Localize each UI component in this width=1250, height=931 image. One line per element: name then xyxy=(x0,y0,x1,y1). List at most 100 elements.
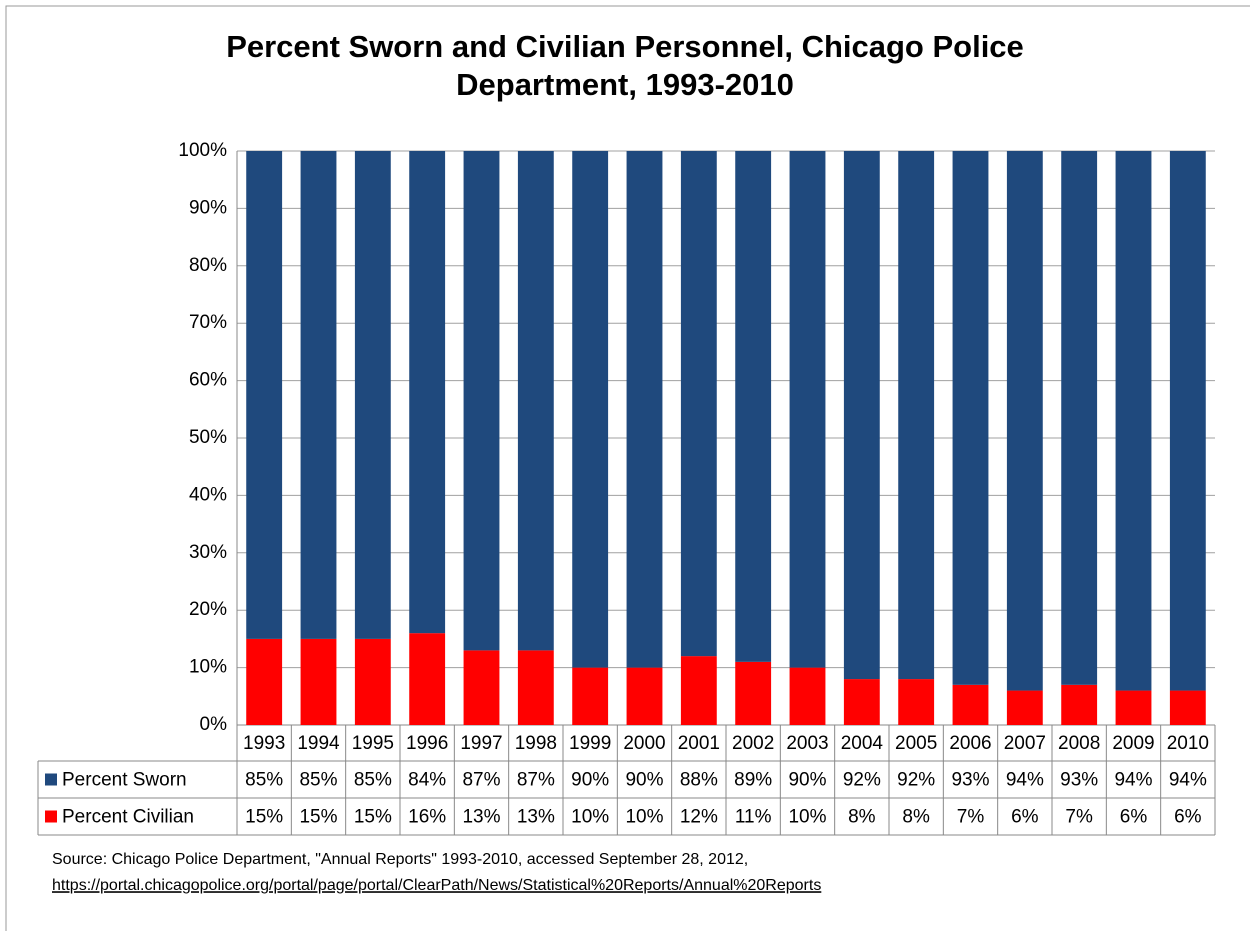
data-label: 7% xyxy=(957,807,985,828)
data-label: 6% xyxy=(1174,807,1202,828)
frame xyxy=(5,5,1250,931)
data-label: 90% xyxy=(788,770,826,791)
bar xyxy=(246,638,283,725)
x-tick-label: 2005 xyxy=(895,733,937,754)
bar xyxy=(246,151,283,639)
legend-swatch xyxy=(45,773,57,786)
bar xyxy=(1061,684,1098,725)
bar xyxy=(952,684,989,725)
bar xyxy=(789,667,826,725)
bar xyxy=(843,679,880,725)
chart-title: Percent Sworn and Civilian Personnel, Ch… xyxy=(226,29,1024,102)
x-tick-label: 2006 xyxy=(949,733,991,754)
data-label: 13% xyxy=(462,807,500,828)
bar xyxy=(626,667,663,725)
bar xyxy=(1169,690,1206,725)
source-url: https://portal.chicagopolice.org/portal/… xyxy=(52,877,821,894)
x-tick-label: 2004 xyxy=(841,733,884,754)
data-label: 85% xyxy=(245,770,283,791)
x-tick-label: 1998 xyxy=(515,733,557,754)
bar xyxy=(735,661,772,725)
y-tick-label: 50% xyxy=(189,427,227,448)
data-label: 94% xyxy=(1169,770,1207,791)
bar xyxy=(300,151,337,639)
data-label: 16% xyxy=(408,807,446,828)
bar xyxy=(735,151,772,662)
data-label: 6% xyxy=(1011,807,1039,828)
data-label: 93% xyxy=(1060,770,1098,791)
y-tick-label: 90% xyxy=(189,197,227,218)
bar xyxy=(1006,690,1043,725)
data-label: 90% xyxy=(571,770,609,791)
data-label: 10% xyxy=(625,807,663,828)
x-tick-label: 2009 xyxy=(1112,733,1154,754)
bar xyxy=(1115,690,1152,725)
y-tick-label: 30% xyxy=(189,542,227,563)
x-tick-label: 2002 xyxy=(732,733,774,754)
bar xyxy=(680,656,717,725)
data-label: 85% xyxy=(299,770,337,791)
bar xyxy=(409,633,446,725)
bar xyxy=(680,151,717,657)
x-tick-label: 2003 xyxy=(786,733,828,754)
data-label: 94% xyxy=(1006,770,1044,791)
bar xyxy=(952,151,989,685)
data-label: 15% xyxy=(299,807,337,828)
y-tick-label: 40% xyxy=(189,484,227,505)
data-label: 10% xyxy=(571,807,609,828)
bar xyxy=(1006,151,1043,691)
bar xyxy=(1061,151,1098,685)
x-tick-label: 1995 xyxy=(352,733,394,754)
legend-label: Percent Civilian xyxy=(62,807,194,828)
data-label: 94% xyxy=(1114,770,1152,791)
x-tick-label: 2008 xyxy=(1058,733,1100,754)
y-tick-label: 100% xyxy=(178,140,227,161)
x-tick-label: 1997 xyxy=(460,733,502,754)
x-tick-label: 1996 xyxy=(406,733,448,754)
data-label: 87% xyxy=(517,770,555,791)
bar xyxy=(354,638,391,725)
data-label: 89% xyxy=(734,770,772,791)
data-label: 8% xyxy=(848,807,876,828)
bar xyxy=(463,650,500,725)
bar xyxy=(517,151,554,651)
data-label: 84% xyxy=(408,770,446,791)
x-tick-label: 1999 xyxy=(569,733,611,754)
bar xyxy=(1169,151,1206,691)
data-label: 8% xyxy=(902,807,930,828)
data-label: 15% xyxy=(354,807,392,828)
data-label: 90% xyxy=(625,770,663,791)
data-label: 85% xyxy=(354,770,392,791)
data-label: 13% xyxy=(517,807,555,828)
data-label: 92% xyxy=(897,770,935,791)
bar xyxy=(626,151,663,668)
bar xyxy=(517,650,554,725)
data-label: 10% xyxy=(788,807,826,828)
x-tick-label: 2001 xyxy=(678,733,720,754)
bar xyxy=(572,151,609,668)
x-tick-label: 2010 xyxy=(1167,733,1209,754)
data-label: 88% xyxy=(680,770,718,791)
bar xyxy=(409,151,446,634)
bar xyxy=(898,679,935,725)
data-label: 93% xyxy=(951,770,989,791)
bar xyxy=(1115,151,1152,691)
bar xyxy=(572,667,609,725)
data-label: 92% xyxy=(843,770,881,791)
x-tick-label: 1993 xyxy=(243,733,285,754)
bar xyxy=(898,151,935,680)
y-tick-label: 70% xyxy=(189,312,227,333)
y-tick-label: 20% xyxy=(189,599,227,620)
bar xyxy=(789,151,826,668)
bar xyxy=(300,638,337,725)
bar xyxy=(843,151,880,680)
y-tick-label: 10% xyxy=(189,657,227,678)
data-label: 11% xyxy=(735,807,772,828)
x-tick-label: 2000 xyxy=(623,733,665,754)
legend-label: Percent Sworn xyxy=(62,770,187,791)
bar xyxy=(354,151,391,639)
data-label: 7% xyxy=(1065,807,1093,828)
y-tick-label: 0% xyxy=(200,714,228,735)
